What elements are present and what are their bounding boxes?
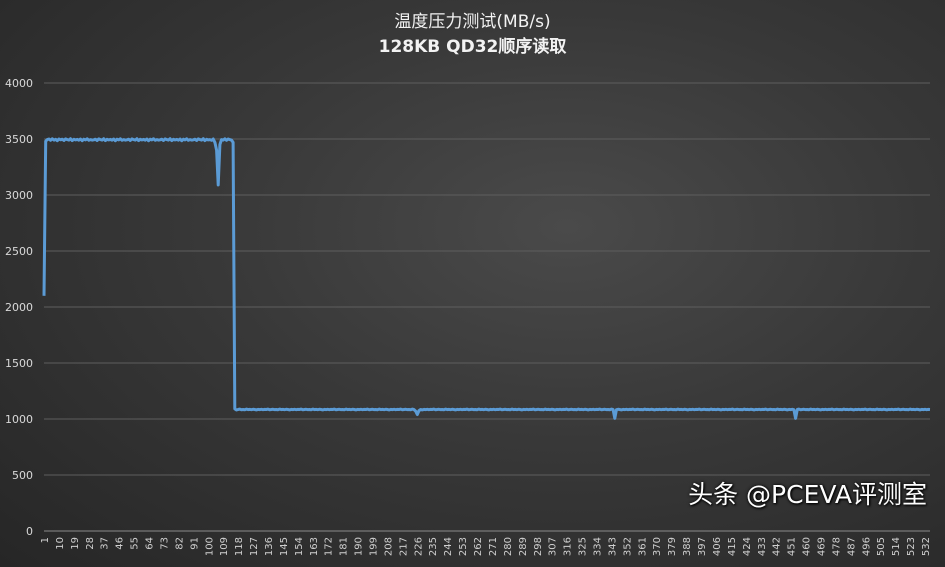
x-tick-label: 343: [607, 537, 618, 556]
y-tick-label: 3500: [5, 133, 33, 146]
x-tick-label: 217: [398, 537, 409, 556]
x-tick-label: 91: [189, 537, 200, 550]
x-tick-label: 496: [861, 537, 872, 556]
y-tick-label: 1000: [5, 413, 33, 426]
x-tick-label: 415: [727, 537, 738, 556]
x-tick-label: 370: [652, 537, 663, 556]
x-tick-label: 397: [697, 537, 708, 556]
x-tick-label: 109: [219, 537, 230, 556]
x-tick-label: 37: [100, 537, 111, 550]
x-tick-label: 55: [130, 537, 141, 550]
y-tick-label: 3000: [5, 189, 33, 202]
x-tick-label: 181: [339, 537, 350, 556]
x-tick-label: 10: [55, 537, 66, 550]
x-tick-label: 406: [712, 537, 723, 556]
x-tick-label: 244: [443, 537, 454, 556]
x-tick-label: 82: [174, 537, 185, 550]
x-tick-label: 307: [548, 537, 559, 556]
x-tick-label: 172: [324, 537, 335, 556]
x-tick-label: 478: [831, 537, 842, 556]
x-tick-label: 145: [279, 537, 290, 556]
x-tick-label: 163: [309, 537, 320, 556]
x-tick-label: 460: [802, 537, 813, 556]
x-tick-label: 289: [518, 537, 529, 556]
x-tick-label: 1: [40, 537, 51, 543]
x-tick-label: 280: [503, 537, 514, 556]
x-tick-label: 127: [249, 537, 260, 556]
x-tick-label: 433: [757, 537, 768, 556]
x-tick-label: 28: [85, 537, 96, 550]
x-tick-label: 325: [578, 537, 589, 556]
x-tick-label: 118: [234, 537, 245, 556]
x-tick-label: 532: [921, 537, 932, 556]
x-tick-label: 19: [70, 537, 81, 550]
x-tick-label: 64: [145, 537, 156, 550]
x-tick-label: 190: [354, 537, 365, 556]
y-tick-label: 4000: [5, 77, 33, 90]
x-tick-label: 451: [787, 537, 798, 556]
watermark: 头条 @PCEVA评测室: [688, 480, 927, 509]
y-tick-label: 2500: [5, 245, 33, 258]
x-tick-label: 505: [876, 537, 887, 556]
x-tick-label: 226: [413, 537, 424, 556]
x-tick-label: 442: [772, 537, 783, 556]
y-tick-label: 500: [12, 469, 33, 482]
chart-title: 温度压力测试(MB/s): [394, 12, 551, 32]
x-tick-label: 100: [204, 537, 215, 556]
x-tick-label: 523: [906, 537, 917, 556]
x-tick-label: 514: [891, 537, 902, 556]
x-tick-label: 235: [428, 537, 439, 556]
x-tick-label: 469: [816, 537, 827, 556]
x-tick-label: 73: [159, 537, 170, 550]
x-tick-label: 136: [264, 537, 275, 556]
x-tick-label: 253: [458, 537, 469, 556]
x-tick-label: 379: [667, 537, 678, 556]
series-line: [42, 137, 931, 420]
x-tick-label: 208: [383, 537, 394, 556]
x-tick-label: 334: [593, 537, 604, 556]
x-tick-label: 424: [742, 537, 753, 556]
y-tick-label: 0: [26, 525, 33, 538]
x-tick-label: 352: [622, 537, 633, 556]
chart-title-block: 温度压力测试(MB/s) 128KB QD32顺序读取: [0, 10, 945, 60]
x-tick-label: 154: [294, 537, 305, 556]
x-tick-label: 262: [473, 537, 484, 556]
x-tick-label: 199: [369, 537, 380, 556]
x-tick-label: 487: [846, 537, 857, 556]
y-tick-label: 1500: [5, 357, 33, 370]
y-tick-label: 2000: [5, 301, 33, 314]
x-tick-label: 361: [637, 537, 648, 556]
x-tick-label: 316: [563, 537, 574, 556]
x-tick-label: 298: [533, 537, 544, 556]
x-tick-label: 46: [115, 537, 126, 550]
chart-subtitle: 128KB QD32顺序读取: [378, 37, 567, 57]
x-tick-label: 388: [682, 537, 693, 556]
x-tick-label: 271: [488, 537, 499, 556]
